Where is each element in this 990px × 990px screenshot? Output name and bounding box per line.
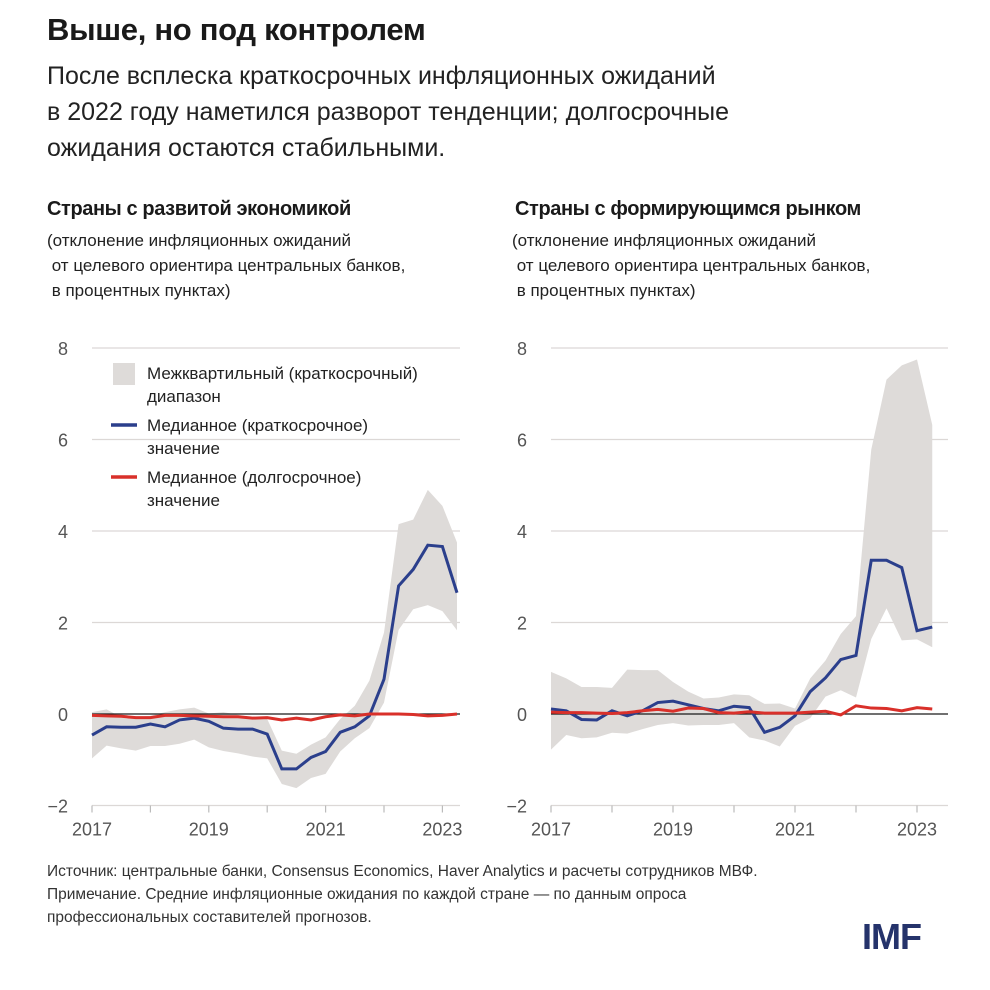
- x-tick-label: 2023: [422, 820, 462, 840]
- x-tick-label: 2021: [306, 820, 346, 840]
- x-tick-label: 2019: [653, 820, 693, 840]
- unit-line: (отклонение инфляционных ожиданий: [47, 231, 352, 250]
- page-title: Выше, но под контролем: [47, 12, 426, 47]
- interquartile-band: [92, 489, 457, 789]
- note-line: профессиональных составителей прогнозов.: [47, 909, 372, 926]
- y-tick-label: 6: [517, 431, 527, 451]
- unit-line: от целевого ориентира центральных банков…: [512, 256, 871, 275]
- subtitle-line: После всплеска краткосрочных инфляционны…: [47, 62, 716, 90]
- interquartile-band: [551, 359, 933, 750]
- legend-short-label-2: значение: [147, 439, 220, 458]
- y-tick-label: −2: [47, 797, 68, 817]
- y-tick-label: 2: [517, 614, 527, 634]
- y-tick-label: 4: [58, 522, 68, 542]
- y-tick-label: 0: [517, 705, 527, 725]
- y-tick-label: 0: [58, 705, 68, 725]
- panel-title-advanced: Страны с развитой экономикой: [47, 198, 351, 220]
- long-term-median-line: [91, 712, 458, 722]
- unit-line: в процентных пунктах): [512, 281, 696, 300]
- unit-line: (отклонение инфляционных ожиданий: [512, 231, 817, 250]
- legend: Межквартильный (краткосрочный) диапазон …: [111, 363, 418, 510]
- source-line: Источник: центральные банки, Consensus E…: [47, 863, 758, 880]
- subtitle-line: в 2022 году наметился разворот тенденции…: [47, 98, 730, 126]
- legend-long-label-2: значение: [147, 491, 220, 510]
- unit-line: в процентных пунктах): [47, 281, 231, 300]
- y-tick-label: 2: [58, 614, 68, 634]
- page-subtitle: После всплеска краткосрочных инфляционны…: [47, 58, 947, 166]
- imf-logo: IMF: [862, 916, 922, 957]
- legend-band-label: Межквартильный (краткосрочный): [147, 364, 418, 383]
- x-tick-label: 2017: [531, 820, 571, 840]
- legend-long-label: Медианное (долгосрочное): [147, 468, 361, 487]
- note-line: Примечание. Средние инфляционные ожидани…: [47, 886, 687, 903]
- x-tick-label: 2023: [897, 820, 937, 840]
- x-tick-label: 2021: [775, 820, 815, 840]
- legend-band-label-2: диапазон: [147, 387, 221, 406]
- legend-band-swatch: [113, 363, 135, 385]
- y-tick-label: 6: [58, 431, 68, 451]
- chart-advanced-economies: 2017 2019 2021 2023 8 6 4 2 0 −2: [47, 339, 462, 840]
- source-note: Источник: центральные банки, Consensus E…: [47, 860, 847, 929]
- panel-unit-emerging: (отклонение инфляционных ожиданий от цел…: [512, 228, 870, 303]
- unit-line: от целевого ориентира центральных банков…: [47, 256, 406, 275]
- subtitle-line: ожидания остаются стабильными.: [47, 134, 446, 162]
- x-tick-label: 2019: [189, 820, 229, 840]
- panel-title-emerging: Страны с формирующимся рынком: [515, 198, 861, 220]
- chart-emerging-markets: 2017 2019 2021 2023 8 6 4 2 0 −2: [506, 339, 948, 840]
- y-tick-label: −2: [506, 797, 527, 817]
- panel-unit-advanced: (отклонение инфляционных ожиданий от цел…: [47, 228, 405, 303]
- x-tick-label: 2017: [72, 820, 112, 840]
- long-term-median-line: [550, 704, 933, 717]
- short-term-median-line: [91, 543, 459, 771]
- legend-short-label: Медианное (краткосрочное): [147, 416, 368, 435]
- short-term-median-line: [550, 558, 933, 735]
- y-tick-label: 4: [517, 522, 527, 542]
- y-tick-label: 8: [58, 339, 68, 359]
- y-tick-label: 8: [517, 339, 527, 359]
